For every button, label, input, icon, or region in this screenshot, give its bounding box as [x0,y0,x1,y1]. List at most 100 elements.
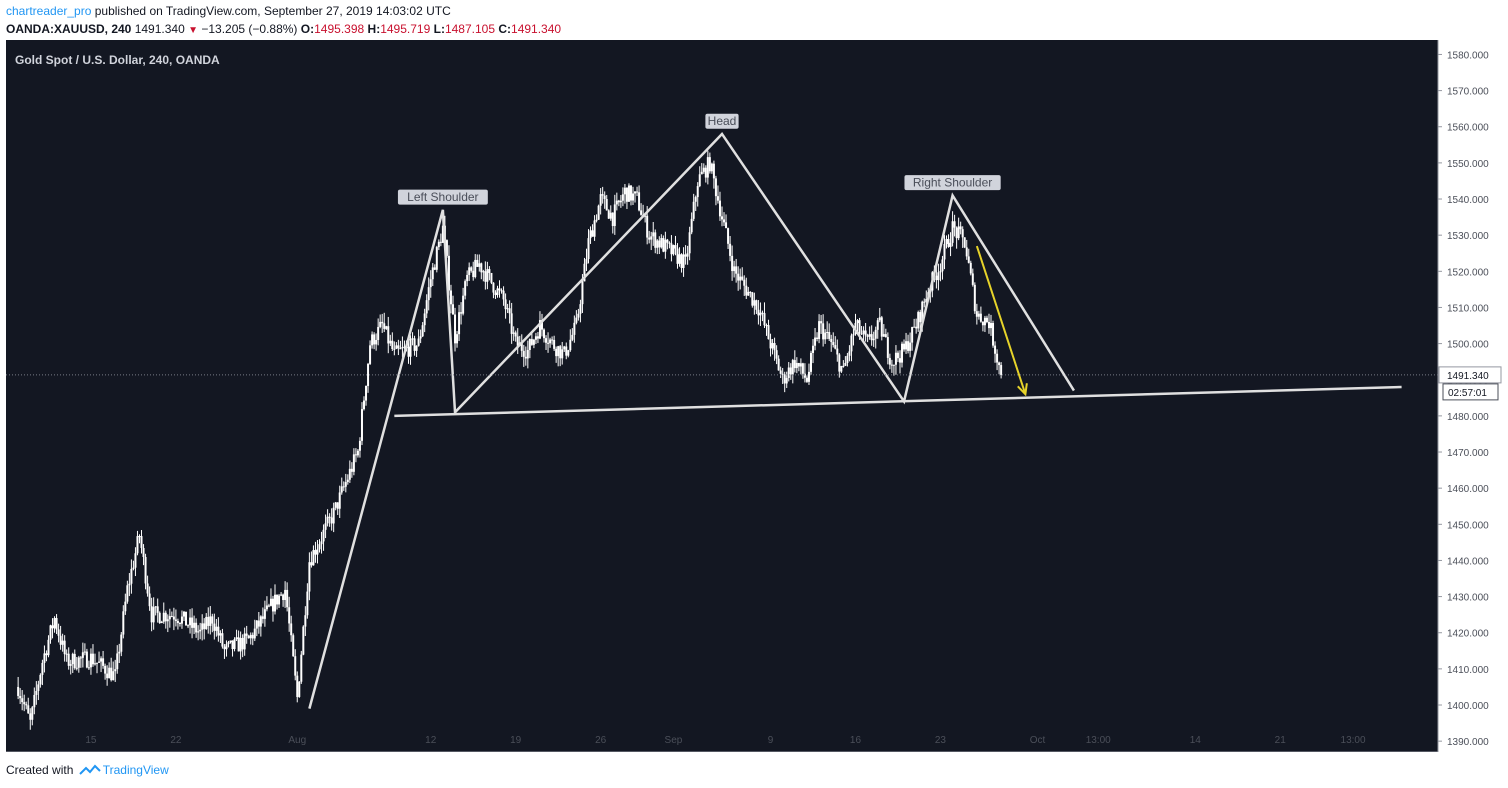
candle-body [106,673,109,679]
candle-body [714,178,717,197]
candle-body [983,317,986,326]
candle-body [114,669,117,672]
candle-body [567,350,570,356]
candle-body [142,548,145,558]
candle-body [589,230,592,239]
candle-body [255,620,258,629]
candle-body [249,634,252,639]
candle-body [561,349,564,359]
candle-body [907,341,910,351]
candle-body [581,281,584,305]
candle-body [346,479,349,483]
candle-body [816,337,819,340]
candle-body [886,337,889,358]
candle-body [874,329,877,339]
price-tick-label: 1550.000 [1447,159,1489,170]
price-tick-label: 1440.000 [1447,556,1489,567]
candle-body [882,334,885,337]
candle-body [973,284,976,312]
candle-body [490,272,493,283]
candle-body [668,242,671,244]
close-value: 1491.340 [511,22,562,36]
time-tick-label: 22 [170,735,182,746]
author-link[interactable]: chartreader_pro [6,4,92,18]
candle-body [579,304,582,314]
candle-body [271,598,274,612]
candle-body [100,658,103,662]
candle-body [397,345,400,349]
tradingview-brand-link[interactable]: TradingView [102,763,169,777]
price-tick-label: 1470.000 [1447,448,1489,459]
candle-body [508,308,511,314]
price-chart[interactable]: 1390.000 1400.000 1410.000 1420.000 1430.000… [6,40,1502,752]
candle-body [884,334,887,338]
candle-body [423,313,426,326]
candle-body [429,279,432,288]
time-tick-label: 13:00 [1086,735,1111,746]
candle-body [174,619,177,621]
candle-body [229,640,232,643]
candle-body [502,290,505,300]
candle-body [225,644,228,650]
candle-body [314,550,317,555]
candle-body [852,334,855,336]
low-label: L: [433,22,445,36]
candle-body [565,346,568,356]
high-value: 1495.719 [380,22,431,36]
candle-body [718,200,721,217]
candle-body [247,635,250,639]
candle-body [917,312,920,329]
candle-body [108,667,111,679]
candle-body [996,353,999,363]
candle-body [433,267,436,270]
candle-body [870,334,873,341]
candle-body [729,243,732,256]
candle-body [393,348,396,350]
candle-body [437,241,440,248]
candle-body [894,352,897,365]
candle-body [316,549,319,555]
candle-body [282,594,285,601]
candle-body [522,350,525,357]
candle-body [209,616,212,626]
candle-body [456,334,459,344]
candle-body [401,347,404,349]
candle-body [215,626,218,631]
candle-body [534,336,537,340]
candle-body [872,338,875,341]
candle-body [363,400,365,410]
candle-body [538,320,541,339]
open-label: O: [300,22,315,36]
candle-body [812,345,815,353]
candle-body [178,622,181,624]
symbol-name: OANDA:XAUUSD, 240 [6,22,132,36]
candle-body [292,635,295,657]
candle-body [595,219,598,221]
candle-body [500,290,503,292]
candle-body [977,313,980,317]
candle-body [583,263,586,282]
head-and-shoulders-lines [308,131,1402,709]
candle-body [696,186,699,198]
candle-body [419,336,422,339]
plot-area[interactable] [6,40,1438,752]
candle-body [727,228,730,244]
candle-body [71,653,74,665]
candle-body [233,639,236,650]
candle-body [903,343,906,350]
candle-body [526,349,529,359]
candle-body [462,295,465,314]
candle-body [102,658,105,666]
candle-body [905,341,908,350]
candle-body [911,327,914,343]
candle-body [992,323,995,346]
candle-body [721,216,723,220]
time-tick-label: 26 [595,735,607,746]
candle-body [219,633,222,636]
candle-body [395,345,398,349]
candle-body [482,271,485,273]
candle-body [112,671,115,681]
candle-body [322,529,325,542]
candle-body [634,191,637,194]
candle-body [985,317,988,323]
